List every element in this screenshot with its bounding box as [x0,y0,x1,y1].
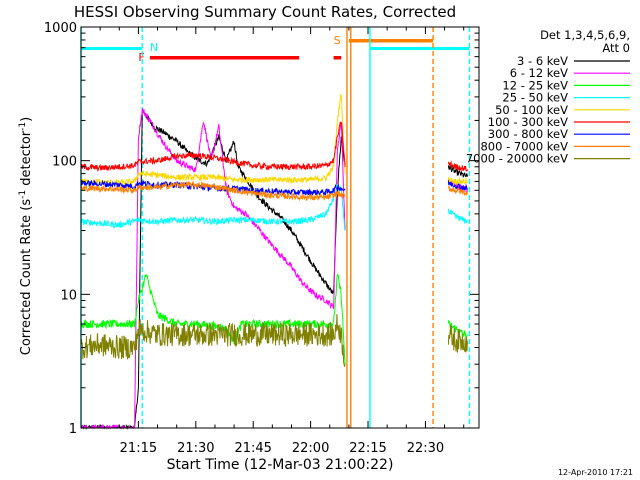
x-tick-label: 22:00 [292,441,329,456]
night-bar [369,47,470,50]
night-flag-label: N [150,41,158,54]
series-line-7000-20000-kev [447,325,468,353]
x-axis-label: Start Time (12-Mar-03 21:00:22) [167,457,394,473]
series-line-25-50-kev [80,184,346,231]
timestamp: 12-Apr-2010 17:21 [558,468,633,477]
series-line-12-25-kev [80,273,346,365]
plot-area [81,27,479,428]
legend-label-300-800-kev: 300 - 800 keV [488,127,568,141]
y-axis-label-end: ) [19,117,34,122]
legend-label-3-6-kev: 3 - 6 keV [517,54,568,68]
legend-label-50-100-kev: 50 - 100 keV [495,103,568,117]
series-line-800-7000-kev [447,185,468,196]
series-line-100-300-kev [447,160,468,172]
series-line-25-50-kev [447,208,468,224]
x-tick-label: 21:45 [234,441,271,456]
legend-header-attenuator: Att 0 [602,41,630,55]
series-line-100-300-kev [80,121,346,173]
y-axis-label-main: Corrected Count Rate (s [19,199,34,356]
night-bar [81,47,143,50]
legend-label-7000-20000-kev: 7000 - 20000 keV [466,152,568,166]
series-line-50-100-kev [447,176,468,186]
y-axis-label-sup2: -1 [18,122,28,131]
x-tick-label: 21:15 [120,441,157,456]
series-line-300-800-kev [447,180,468,191]
x-tick-label: 22:30 [407,441,444,456]
legend-label-100-300-kev: 100 - 300 keV [488,115,568,129]
flare-bar [333,56,342,60]
flare-bar [149,56,300,60]
legend-label-25-50-kev: 25 - 50 keV [502,91,568,105]
x-tick-label: 22:15 [349,441,386,456]
axes: 21:15 21:30 21:45 22:00 22:15 22:30 1 10 100 1000 [44,21,480,456]
y-tick-label: 1000 [44,21,77,36]
legend-header-detectors: Det 1,3,4,5,6,9, [540,28,630,42]
y-axis-label-mid: detector [19,130,34,190]
saa-flag-label: S [334,34,341,47]
legend-label-12-25-kev: 12 - 25 keV [502,78,568,92]
saa-bar [348,39,434,43]
y-axis-label-sup1: -1 [18,190,28,199]
plot-background [81,27,479,428]
y-tick-label: 10 [60,288,77,303]
plot-frame [80,26,480,429]
y-tick-label: 1 [69,422,77,437]
chart-title: HESSI Observing Summary Count Rates, Cor… [74,3,456,21]
series-line-7000-20000-kev [80,314,346,367]
series-line-800-7000-kev [80,180,346,202]
x-tick-label: 21:30 [177,441,214,456]
legend-label-6-12-kev: 6 - 12 keV [510,66,568,80]
legend-label-800-7000-kev: 800 - 7000 keV [480,139,568,153]
flare-flag-label: F [138,51,144,64]
y-axis-label: Corrected Count Rate (s-1 detector-1) [18,117,34,355]
y-tick-label: 100 [52,155,77,170]
